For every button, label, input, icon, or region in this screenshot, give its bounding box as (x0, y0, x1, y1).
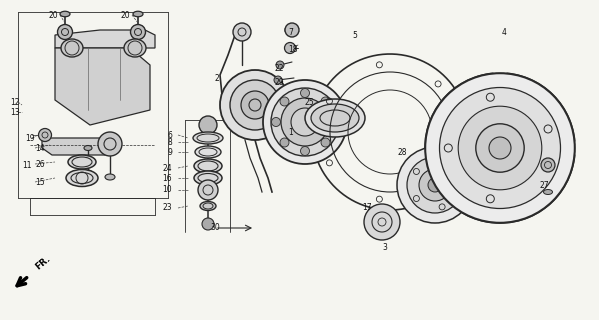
Text: 18: 18 (288, 45, 298, 54)
Polygon shape (55, 30, 155, 48)
Ellipse shape (311, 104, 359, 132)
Circle shape (230, 80, 280, 130)
Circle shape (271, 88, 339, 156)
Text: 2: 2 (215, 74, 220, 83)
Circle shape (419, 169, 451, 201)
Ellipse shape (66, 170, 98, 187)
Circle shape (412, 174, 424, 186)
Text: 12: 12 (10, 98, 20, 107)
Text: 3: 3 (382, 244, 387, 252)
Ellipse shape (200, 202, 216, 211)
Text: 22: 22 (275, 63, 285, 73)
Text: 23: 23 (162, 204, 172, 212)
Text: 28: 28 (398, 148, 407, 156)
Circle shape (220, 70, 290, 140)
Ellipse shape (133, 11, 143, 17)
Polygon shape (55, 48, 150, 125)
Text: 19: 19 (25, 133, 35, 142)
Circle shape (198, 180, 218, 200)
Circle shape (301, 147, 310, 156)
Text: 5: 5 (352, 30, 357, 39)
Ellipse shape (124, 39, 146, 57)
Circle shape (98, 132, 122, 156)
Circle shape (541, 158, 555, 172)
Circle shape (476, 124, 524, 172)
Text: 9: 9 (167, 148, 172, 156)
Circle shape (280, 138, 289, 147)
Ellipse shape (61, 39, 83, 57)
Text: 8: 8 (167, 138, 172, 147)
Text: 13: 13 (10, 108, 20, 116)
Ellipse shape (193, 132, 223, 144)
Circle shape (428, 178, 442, 192)
Circle shape (241, 91, 269, 119)
Text: 26: 26 (35, 159, 44, 169)
Text: 7: 7 (288, 28, 293, 36)
Text: 25: 25 (305, 98, 314, 107)
Text: 1: 1 (288, 127, 293, 137)
Text: 11: 11 (22, 161, 32, 170)
Text: 14: 14 (35, 143, 44, 153)
Circle shape (407, 157, 463, 213)
Circle shape (285, 43, 295, 53)
Circle shape (301, 89, 310, 98)
Circle shape (233, 23, 251, 41)
Ellipse shape (194, 171, 222, 185)
Ellipse shape (60, 11, 70, 17)
Circle shape (58, 25, 72, 39)
Circle shape (271, 117, 280, 126)
Polygon shape (42, 138, 115, 155)
Circle shape (321, 138, 330, 147)
Text: 30: 30 (210, 223, 220, 233)
Text: 29: 29 (275, 77, 285, 86)
Text: 4: 4 (502, 28, 507, 36)
Circle shape (364, 204, 400, 240)
Circle shape (280, 97, 289, 106)
Circle shape (131, 25, 146, 39)
Circle shape (38, 129, 52, 141)
Text: FR.: FR. (34, 254, 52, 272)
Circle shape (199, 116, 217, 134)
Circle shape (440, 87, 561, 209)
Text: 17: 17 (362, 204, 371, 212)
Ellipse shape (68, 155, 96, 169)
Circle shape (329, 117, 338, 126)
Text: 24: 24 (162, 164, 172, 172)
Ellipse shape (84, 146, 92, 150)
Circle shape (285, 23, 299, 37)
Text: 10: 10 (162, 186, 172, 195)
Ellipse shape (305, 99, 365, 137)
Circle shape (281, 98, 329, 146)
Circle shape (458, 106, 542, 190)
Circle shape (291, 108, 319, 136)
Text: 6: 6 (167, 131, 172, 140)
Text: 16: 16 (162, 173, 172, 182)
Ellipse shape (105, 174, 115, 180)
Text: 27: 27 (540, 180, 550, 189)
Ellipse shape (195, 146, 221, 158)
Ellipse shape (194, 159, 222, 173)
Circle shape (321, 97, 330, 106)
Circle shape (489, 137, 511, 159)
Circle shape (397, 147, 473, 223)
Text: 15: 15 (35, 178, 44, 187)
Circle shape (274, 76, 282, 84)
Circle shape (425, 73, 575, 223)
Circle shape (276, 61, 284, 69)
Text: 20: 20 (49, 11, 58, 20)
Text: 20: 20 (120, 11, 130, 20)
Circle shape (263, 80, 347, 164)
Ellipse shape (543, 189, 552, 195)
Circle shape (202, 218, 214, 230)
